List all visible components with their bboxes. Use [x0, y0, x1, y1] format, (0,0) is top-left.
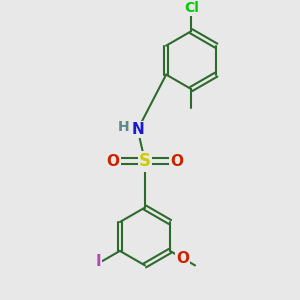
Text: N: N	[131, 122, 144, 137]
Text: I: I	[95, 254, 101, 268]
Text: O: O	[106, 154, 120, 169]
Text: S: S	[139, 152, 151, 170]
Text: O: O	[170, 154, 183, 169]
Text: O: O	[176, 250, 189, 266]
Text: H: H	[117, 120, 129, 134]
Text: Cl: Cl	[184, 1, 199, 15]
